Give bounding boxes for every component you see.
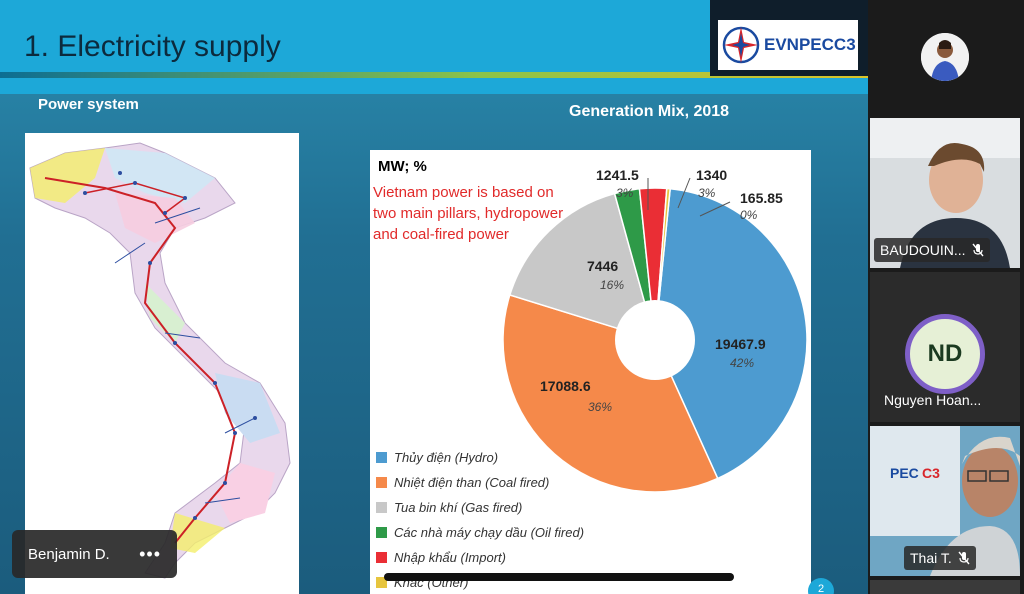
leader-line [677, 177, 691, 209]
legend-item: Thủy điện (Hydro) [376, 445, 584, 470]
leader-line [699, 201, 731, 217]
slice-value-label: 1241.5 [596, 167, 639, 183]
participant-name-thai: Thai T. [910, 550, 952, 566]
benjamin-name-tag[interactable]: Benjamin D. ••• [12, 530, 177, 578]
legend-swatch [376, 477, 387, 488]
slice-percent-label: 36% [588, 400, 613, 414]
slice-value-label: 19467.9 [715, 336, 766, 352]
legend-swatch [376, 502, 387, 513]
slide-title: 1. Electricity supply [24, 30, 281, 63]
pie-slice [502, 294, 719, 493]
legend-item: Tua bin khí (Gas fired) [376, 495, 584, 520]
mic-off-icon [958, 551, 970, 565]
avatar[interactable] [921, 33, 969, 81]
participant-tile-nguyen[interactable]: ND Nguyen Hoan... [870, 272, 1020, 422]
generation-mix-chart: MW; % Vietnam power is based on two main… [370, 150, 811, 594]
logo-text-evn: EVN [764, 35, 799, 54]
chart-legend: Thủy điện (Hydro) Nhiệt điện than (Coal f… [376, 445, 584, 594]
participant-name-benjamin: Benjamin D. [28, 545, 110, 563]
name-tag-baudouin: BAUDOUIN... [874, 238, 990, 262]
legend-label: Thủy điện (Hydro) [394, 450, 499, 465]
participant-tile-partial [870, 580, 1020, 594]
map-illustration [29, 142, 291, 579]
power-system-label: Power system [38, 96, 139, 113]
slice-percent-label: 3% [616, 186, 634, 200]
legend-swatch [376, 577, 387, 588]
slice-percent-label: 42% [730, 356, 755, 370]
pie-hole [615, 300, 695, 380]
more-options-icon[interactable]: ••• [139, 543, 161, 564]
chart-units: MW; % [378, 158, 427, 175]
slice-value-label: 1340 [696, 167, 728, 183]
avatar-initials: ND [905, 314, 985, 394]
name-tag-thai: Thai T. [904, 546, 976, 570]
avatar-image [921, 33, 969, 81]
slice-value-label: 7446 [587, 258, 619, 274]
svg-text:C3: C3 [922, 465, 940, 481]
evn-logo: EVNPECC3 [718, 20, 858, 70]
participant-tile-baudouin[interactable]: BAUDOUIN... [870, 118, 1020, 268]
legend-label: Nhiệt điện than (Coal fired) [394, 475, 550, 490]
generation-mix-label: Generation Mix, 2018 [569, 103, 730, 120]
logo-text-pecc3: PECC3 [798, 35, 856, 54]
participant-tile-thai[interactable]: PEC C3 Thai T. [870, 426, 1020, 576]
title-underline [0, 72, 868, 78]
legend-swatch [376, 527, 387, 538]
slice-percent-label: 0% [740, 208, 758, 222]
horizontal-scrollbar[interactable] [384, 573, 734, 581]
legend-label: Các nhà máy chạy dầu (Oil fired) [394, 525, 585, 540]
slice-value-label: 165.85 [740, 190, 783, 206]
shared-screen-slide: 1. Electricity supply EVNPECC3 Power sys… [0, 0, 868, 594]
participant-name-baudouin: BAUDOUIN... [880, 242, 966, 258]
evn-star-logo-icon [722, 26, 760, 64]
legend-item: Nhập khẩu (Import) [376, 545, 584, 570]
pie-slice [654, 187, 808, 480]
pie-slice [508, 192, 657, 342]
vietnam-power-map [25, 133, 299, 594]
logo-text: EVNPECC3 [764, 35, 856, 55]
participant-name-nguyen: Nguyen Hoan... [884, 392, 982, 408]
legend-swatch [376, 552, 387, 563]
legend-swatch [376, 452, 387, 463]
legend-label: Nhập khẩu (Import) [394, 550, 506, 565]
page-number-badge: 2 [808, 578, 834, 594]
legend-item: Các nhà máy chạy dầu (Oil fired) [376, 520, 584, 545]
slice-value-label: 17088.6 [540, 378, 591, 394]
slice-percent-label: 3% [698, 186, 716, 200]
pie-chart [502, 177, 808, 493]
mic-off-icon [972, 243, 984, 257]
chart-note: Vietnam power is based on two main pilla… [373, 184, 564, 243]
legend-item: Nhiệt điện than (Coal fired) [376, 470, 584, 495]
legend-label: Tua bin khí (Gas fired) [394, 500, 523, 515]
svg-text:PEC: PEC [890, 465, 919, 481]
slice-percent-label: 16% [600, 278, 625, 292]
